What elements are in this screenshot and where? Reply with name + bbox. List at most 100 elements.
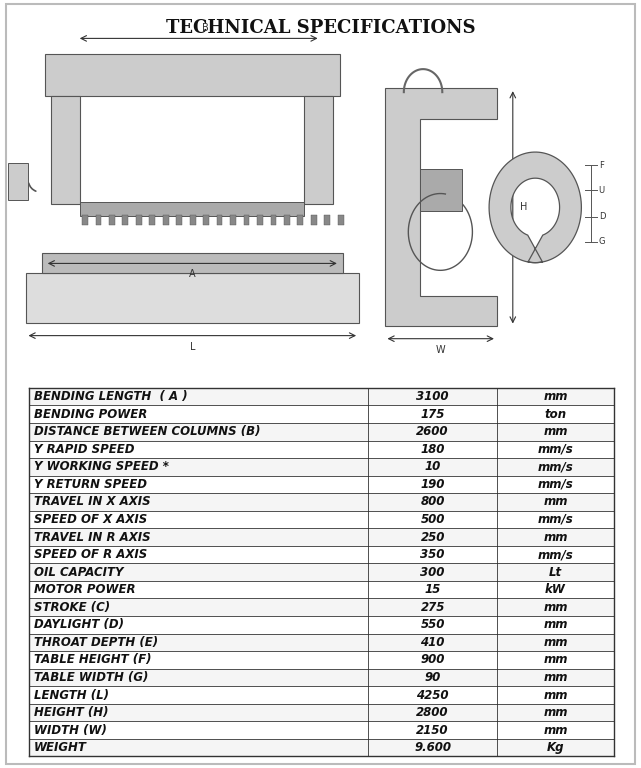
Text: mm/s: mm/s xyxy=(538,513,574,526)
Text: mm: mm xyxy=(544,706,568,719)
Text: TECHNICAL SPECIFICATIONS: TECHNICAL SPECIFICATIONS xyxy=(165,19,476,37)
Bar xyxy=(338,215,344,225)
Text: 550: 550 xyxy=(420,618,445,631)
Text: DAYLIGHT (D): DAYLIGHT (D) xyxy=(34,618,124,631)
Text: mm: mm xyxy=(544,531,568,544)
Bar xyxy=(42,253,343,273)
Bar xyxy=(29,564,614,581)
Text: 2600: 2600 xyxy=(417,425,449,439)
Text: 300: 300 xyxy=(420,566,445,578)
Bar xyxy=(29,511,614,528)
Text: mm/s: mm/s xyxy=(538,443,574,455)
Text: SPEED OF X AXIS: SPEED OF X AXIS xyxy=(34,513,147,526)
Text: B: B xyxy=(202,23,208,33)
Text: 250: 250 xyxy=(420,531,445,544)
Text: HEIGHT (H): HEIGHT (H) xyxy=(34,706,108,719)
Text: 900: 900 xyxy=(420,654,445,667)
Bar xyxy=(29,651,614,669)
Bar xyxy=(26,273,359,323)
Bar xyxy=(29,458,614,475)
Text: D: D xyxy=(599,212,605,221)
Bar xyxy=(29,528,614,546)
Bar xyxy=(8,163,28,200)
Text: Lt: Lt xyxy=(549,566,562,578)
FancyArrowPatch shape xyxy=(29,184,36,191)
Bar xyxy=(80,202,304,216)
Text: Y RAPID SPEED: Y RAPID SPEED xyxy=(34,443,135,455)
Text: mm: mm xyxy=(544,654,568,667)
Bar xyxy=(29,721,614,739)
Bar xyxy=(29,598,614,616)
Text: 9.600: 9.600 xyxy=(414,741,451,754)
Text: 4250: 4250 xyxy=(417,689,449,701)
Text: 500: 500 xyxy=(420,513,445,526)
Text: mm: mm xyxy=(544,671,568,684)
Text: BENDING LENGTH  ( A ): BENDING LENGTH ( A ) xyxy=(34,390,188,403)
Text: G: G xyxy=(599,237,605,247)
Bar xyxy=(176,215,182,225)
Polygon shape xyxy=(489,152,581,263)
Text: 15: 15 xyxy=(424,583,441,596)
Bar xyxy=(29,546,614,564)
Text: STROKE (C): STROKE (C) xyxy=(34,601,110,614)
Bar xyxy=(45,54,340,96)
Text: Y RETURN SPEED: Y RETURN SPEED xyxy=(34,478,147,491)
Bar xyxy=(163,215,169,225)
Text: DISTANCE BETWEEN COLUMNS (B): DISTANCE BETWEEN COLUMNS (B) xyxy=(34,425,260,439)
Text: mm: mm xyxy=(544,495,568,508)
Text: LENGTH (L): LENGTH (L) xyxy=(34,689,109,701)
Bar xyxy=(29,475,614,493)
Text: 3100: 3100 xyxy=(417,390,449,403)
Bar xyxy=(109,215,115,225)
Bar xyxy=(29,616,614,634)
Text: 350: 350 xyxy=(420,548,445,561)
Bar xyxy=(29,669,614,687)
Text: 2800: 2800 xyxy=(417,706,449,719)
Text: OIL CAPACITY: OIL CAPACITY xyxy=(34,566,124,578)
Text: Kg: Kg xyxy=(547,741,564,754)
Text: mm: mm xyxy=(544,689,568,701)
Bar xyxy=(230,215,236,225)
Bar xyxy=(29,739,614,756)
Bar xyxy=(82,215,88,225)
Bar xyxy=(297,215,303,225)
Text: TABLE HEIGHT (F): TABLE HEIGHT (F) xyxy=(34,654,151,667)
Text: mm: mm xyxy=(544,425,568,439)
Text: ton: ton xyxy=(544,408,567,421)
Text: mm: mm xyxy=(544,636,568,649)
Text: F: F xyxy=(599,161,604,170)
Text: 800: 800 xyxy=(420,495,445,508)
Bar xyxy=(29,388,614,406)
Bar xyxy=(324,215,330,225)
Bar xyxy=(190,215,196,225)
Bar xyxy=(29,493,614,511)
Text: WIDTH (W): WIDTH (W) xyxy=(34,723,107,737)
Bar xyxy=(29,406,614,423)
Bar xyxy=(122,215,128,225)
Bar xyxy=(29,441,614,458)
Bar xyxy=(217,215,222,225)
Text: Y WORKING SPEED *: Y WORKING SPEED * xyxy=(34,460,169,473)
Text: L: L xyxy=(190,342,195,352)
Bar xyxy=(96,215,101,225)
Bar xyxy=(136,215,142,225)
Bar xyxy=(284,215,290,225)
Bar xyxy=(311,215,317,225)
Text: 190: 190 xyxy=(420,478,445,491)
Text: MOTOR POWER: MOTOR POWER xyxy=(34,583,135,596)
Text: 175: 175 xyxy=(420,408,445,421)
Text: mm: mm xyxy=(544,601,568,614)
Text: TRAVEL IN X AXIS: TRAVEL IN X AXIS xyxy=(34,495,151,508)
Bar xyxy=(29,703,614,721)
Bar xyxy=(29,423,614,441)
Text: TABLE WIDTH (G): TABLE WIDTH (G) xyxy=(34,671,148,684)
Text: SPEED OF R AXIS: SPEED OF R AXIS xyxy=(34,548,147,561)
Text: 180: 180 xyxy=(420,443,445,455)
Text: A: A xyxy=(189,269,196,279)
Text: mm: mm xyxy=(544,390,568,403)
Bar xyxy=(271,215,276,225)
Text: TRAVEL IN R AXIS: TRAVEL IN R AXIS xyxy=(34,531,151,544)
Text: kW: kW xyxy=(545,583,566,596)
Text: W: W xyxy=(436,345,445,355)
Text: 2150: 2150 xyxy=(417,723,449,737)
